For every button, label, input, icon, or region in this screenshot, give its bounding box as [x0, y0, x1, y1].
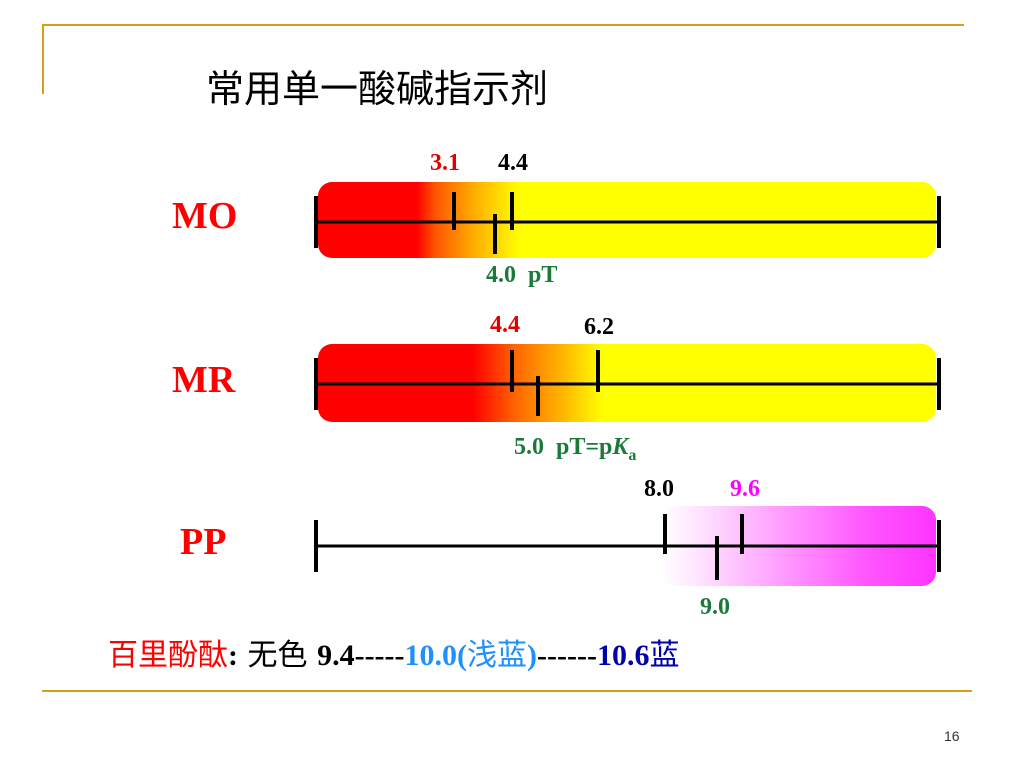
frame-left-line	[42, 24, 44, 94]
note-end-color: 蓝	[649, 638, 680, 673]
note-start: 9.4-----	[317, 639, 405, 672]
mr-pT-value: 5.0	[514, 434, 544, 460]
frame-bottom-line	[42, 690, 972, 692]
page-number: 16	[944, 728, 960, 744]
mo-range-low: 3.1	[430, 150, 460, 176]
mr-pT-sub: a	[628, 446, 637, 464]
note-dash: ------	[537, 639, 597, 672]
pp-label: PP	[180, 521, 227, 563]
mo-pT-text: pT	[528, 262, 558, 288]
pp-range-high: 9.6	[730, 476, 760, 502]
mr-range-low: 4.4	[490, 312, 520, 338]
mr-range-high: 6.2	[584, 314, 614, 340]
note-end: 10.6	[596, 639, 650, 672]
mr-label: MR	[172, 359, 236, 401]
note-indicator-name: 百里酚酞	[108, 638, 228, 673]
mr-pT-K: K	[612, 434, 629, 460]
mo-pT-label: 4.0 pT	[486, 262, 557, 289]
mr-pT-label: 5.0 pT=pKa	[514, 434, 636, 465]
slide-title: 常用单一酸碱指示剂	[206, 67, 549, 111]
note-colorless: 无色	[238, 638, 318, 673]
mo-label: MO	[172, 195, 238, 237]
mo-range-high: 4.4	[498, 150, 528, 176]
pp-pT-value: 9.0	[700, 594, 730, 620]
frame-top-line	[42, 24, 964, 26]
pp-range-low: 8.0	[644, 476, 674, 502]
note-mid-color: 浅蓝	[467, 638, 528, 673]
thymolphthalein-note: 百里酚酞: 无色 9.4-----10.0(浅蓝)------10.6蓝	[108, 630, 679, 674]
mo-pT-value: 4.0	[486, 262, 516, 288]
mo-color-bar	[318, 182, 936, 258]
note-colon: :	[228, 639, 238, 672]
note-mid: 10.0(	[404, 639, 468, 672]
mr-pT-text: pT=p	[556, 434, 613, 460]
note-mid-close: )	[527, 639, 538, 672]
